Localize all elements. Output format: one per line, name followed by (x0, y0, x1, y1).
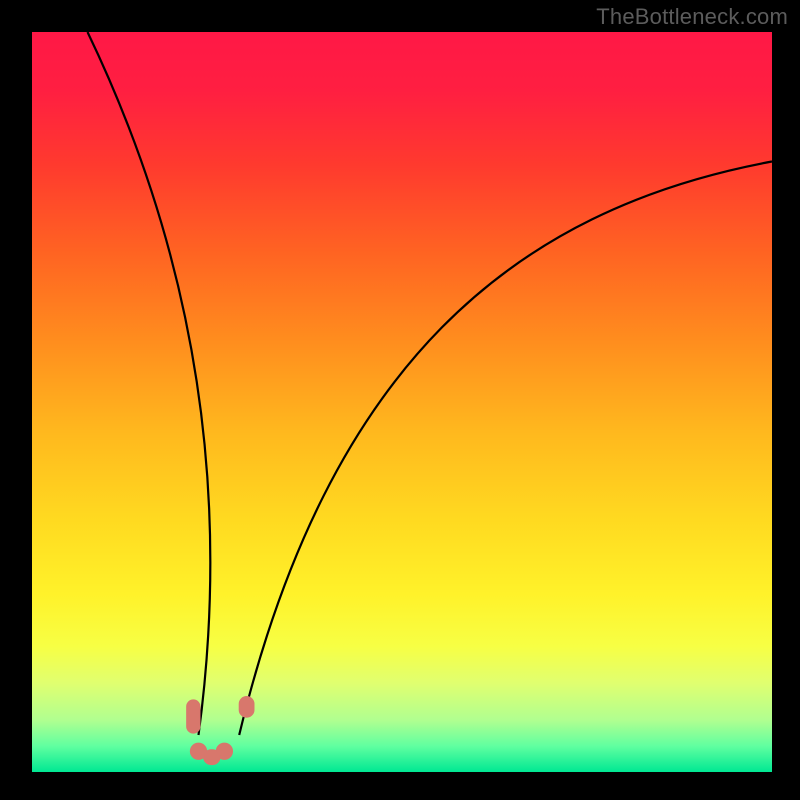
plot-background-gradient (32, 32, 772, 772)
watermark-text: TheBottleneck.com (596, 4, 788, 30)
bottleneck-marker (204, 750, 220, 765)
chart-stage: TheBottleneck.com (0, 0, 800, 800)
bottleneck-chart (0, 0, 800, 800)
bottleneck-marker (187, 700, 200, 733)
bottleneck-marker (239, 697, 254, 718)
